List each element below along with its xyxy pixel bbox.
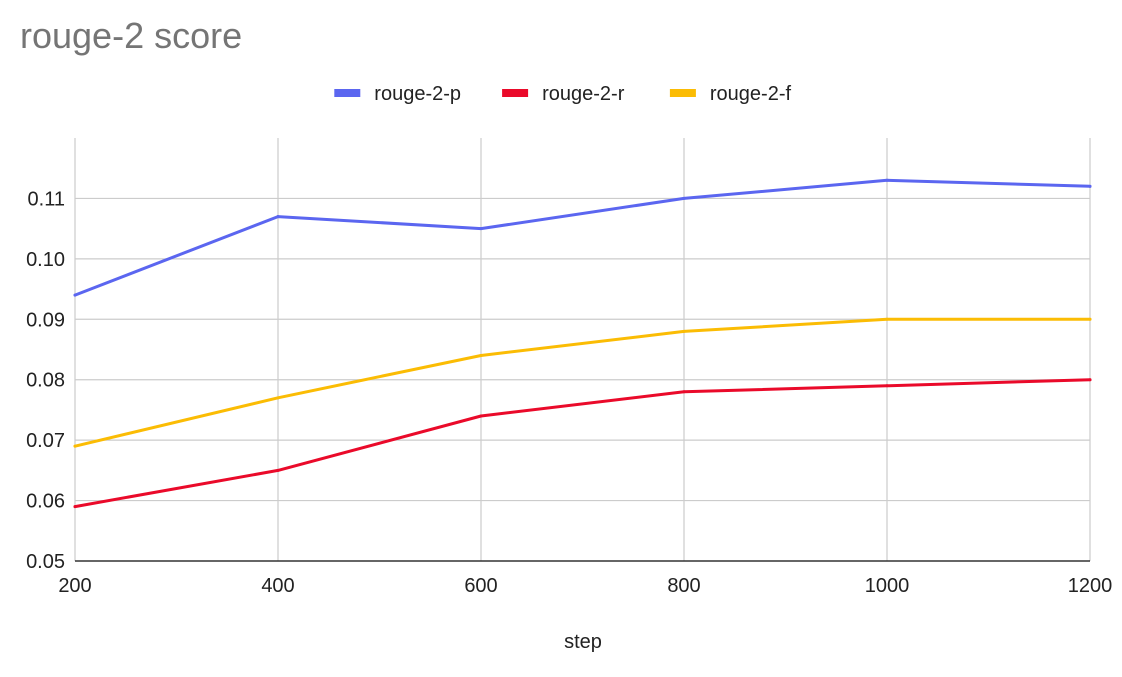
data-point-rouge-2-r: [1088, 378, 1092, 382]
legend-swatch-rouge-2-r: [502, 89, 529, 97]
series-line-rouge-2-p: [73, 178, 1092, 297]
data-point-rouge-2-p: [276, 215, 280, 219]
data-point-rouge-2-f: [276, 396, 280, 400]
y-tick-label: 0.08: [26, 370, 65, 392]
data-point-rouge-2-r: [276, 468, 280, 472]
series-line-rouge-2-f: [73, 317, 1092, 448]
data-point-rouge-2-f: [479, 354, 483, 358]
data-point-rouge-2-f: [885, 317, 889, 321]
x-tick-label: 1200: [1068, 575, 1113, 597]
data-point-rouge-2-f: [1088, 317, 1092, 321]
data-point-rouge-2-r: [682, 390, 686, 394]
data-point-rouge-2-p: [885, 178, 889, 182]
y-tick-label: 0.11: [28, 188, 65, 210]
legend-swatch-rouge-2-p: [334, 89, 361, 97]
data-point-rouge-2-p: [1088, 184, 1092, 188]
x-axis-label: step: [564, 631, 602, 653]
data-point-rouge-2-p: [73, 293, 77, 297]
x-tick-label: 800: [667, 575, 700, 597]
data-point-rouge-2-f: [682, 329, 686, 333]
series-lines: [73, 178, 1092, 509]
legend-swatch-rouge-2-f: [669, 89, 696, 97]
grid: [74, 138, 1091, 562]
data-point-rouge-2-r: [73, 505, 77, 509]
data-point-rouge-2-r: [885, 384, 889, 388]
y-tick-label: 0.07: [26, 430, 65, 452]
data-point-rouge-2-f: [73, 444, 77, 448]
y-tick-label: 0.10: [26, 249, 65, 271]
x-tick-label: 1000: [865, 575, 910, 597]
legend-label: rouge-2-p: [374, 83, 461, 105]
legend: rouge-2-p rouge-2-r rouge-2-f: [334, 83, 791, 105]
axis-ticks: 200 400 600 800 1000 1200 0.05 0.06 0.07 0.08 0.09…: [26, 188, 1112, 597]
legend-label: rouge-2-f: [710, 83, 792, 105]
y-tick-label: 0.06: [26, 491, 65, 513]
legend-label: rouge-2-r: [542, 83, 625, 105]
x-tick-label: 200: [58, 575, 91, 597]
x-tick-label: 600: [464, 575, 497, 597]
y-tick-label: 0.09: [26, 309, 65, 331]
data-point-rouge-2-p: [682, 196, 686, 200]
data-point-rouge-2-r: [479, 414, 483, 418]
chart-title: rouge-2 score: [20, 15, 243, 56]
x-tick-label: 400: [261, 575, 294, 597]
data-point-rouge-2-p: [479, 227, 483, 231]
y-tick-label: 0.05: [26, 551, 65, 573]
series-line-rouge-2-r: [73, 378, 1092, 509]
